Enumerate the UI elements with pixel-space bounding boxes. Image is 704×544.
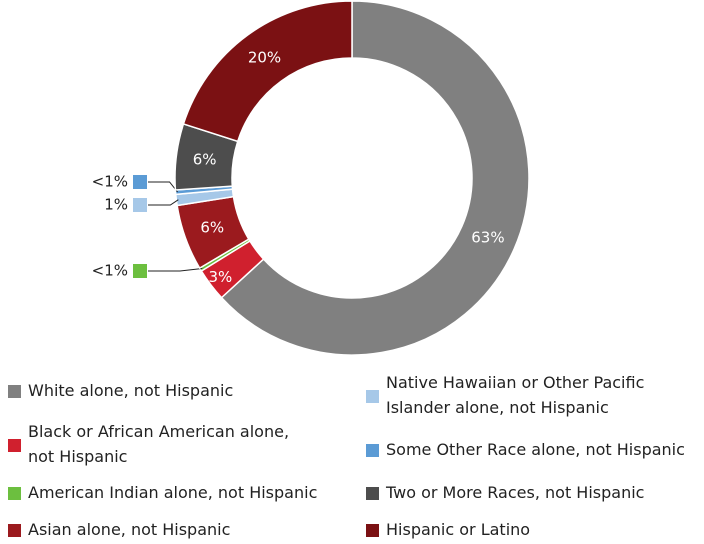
legend-swatch: [8, 524, 21, 537]
legend-label: Asian alone, not Hispanic: [28, 520, 231, 539]
legend-swatch: [8, 487, 21, 500]
legend-label: Hispanic or Latino: [386, 520, 531, 539]
legend-label: Native Hawaiian or Other Pacific Islande…: [386, 373, 645, 417]
leader-line: [148, 181, 178, 193]
callout-swatch: [133, 198, 147, 212]
legend-swatch: [8, 385, 21, 398]
legend-item: Hispanic or Latino: [366, 517, 704, 542]
data-label: 6%: [200, 219, 224, 237]
data-label: <1%: [92, 173, 128, 191]
legend-item: Some Other Race alone, not Hispanic: [366, 437, 704, 462]
legend-label: Some Other Race alone, not Hispanic: [386, 440, 685, 459]
legend-label: Black or African American alone, not His…: [28, 422, 290, 466]
legend-item: Two or More Races, not Hispanic: [366, 480, 704, 505]
legend-item: Black or African American alone, not His…: [8, 419, 318, 469]
legend-item: Native Hawaiian or Other Pacific Islande…: [366, 370, 676, 420]
legend-item: American Indian alone, not Hispanic: [8, 480, 353, 505]
callout-swatch: [133, 264, 147, 278]
legend-item: Asian alone, not Hispanic: [8, 517, 338, 542]
slice: [182, 0, 353, 143]
legend-label: Two or More Races, not Hispanic: [386, 483, 645, 502]
data-label: 20%: [248, 49, 281, 67]
slice: [220, 0, 530, 356]
legend-label: White alone, not Hispanic: [28, 381, 234, 400]
data-label: 3%: [209, 268, 233, 286]
legend-item: White alone, not Hispanic: [8, 378, 338, 403]
legend-swatch: [366, 487, 379, 500]
legend-swatch: [366, 390, 379, 403]
callout-swatch: [133, 175, 147, 189]
legend-label: American Indian alone, not Hispanic: [28, 483, 318, 502]
data-label: 1%: [104, 196, 128, 214]
data-label: 63%: [471, 228, 504, 246]
leader-line: [148, 268, 203, 272]
legend-swatch: [366, 524, 379, 537]
legend-swatch: [366, 444, 379, 457]
data-label: 6%: [193, 151, 217, 169]
chart: 63% 3% <1% 6% 1% <1% 6% 20%: [92, 0, 530, 356]
leader-line: [148, 199, 179, 206]
data-label: <1%: [92, 262, 128, 280]
legend-swatch: [8, 439, 21, 452]
